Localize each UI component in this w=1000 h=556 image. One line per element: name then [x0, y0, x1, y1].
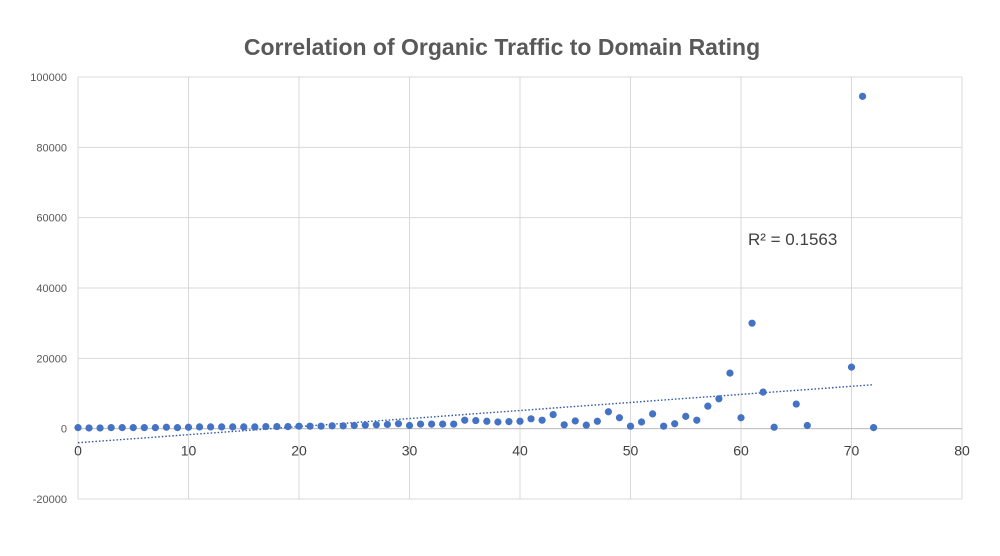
data-point [383, 420, 391, 429]
data-point [273, 422, 281, 431]
data-point [571, 417, 579, 425]
y-tick-label: 60000 [36, 213, 67, 225]
data-point [184, 423, 193, 431]
data-point [527, 415, 535, 423]
x-tick-label: 20 [291, 443, 307, 459]
data-point [450, 420, 458, 428]
data-point [85, 424, 93, 432]
data-point [847, 363, 856, 371]
x-tick-label: 80 [954, 443, 970, 459]
data-point [439, 420, 447, 428]
y-tick-label: 20000 [36, 353, 67, 365]
data-point [229, 423, 237, 431]
data-point [207, 423, 215, 431]
y-tick-label: 80000 [36, 142, 67, 154]
x-tick-label: 0 [74, 443, 82, 459]
data-point [218, 423, 226, 431]
data-point [704, 402, 712, 410]
x-tick-label: 10 [181, 443, 197, 459]
y-tick-label: 0 [61, 424, 67, 436]
data-point [339, 422, 347, 430]
data-point [538, 416, 546, 424]
data-point [549, 411, 557, 419]
data-point [582, 421, 590, 429]
data-point [483, 417, 491, 425]
data-point [792, 400, 800, 408]
data-point [560, 421, 568, 429]
data-point [803, 421, 811, 430]
data-point [649, 410, 657, 418]
y-tick-label: 40000 [36, 283, 67, 295]
data-point [361, 421, 369, 429]
x-tick-label: 70 [844, 443, 860, 459]
data-point [151, 424, 159, 432]
data-point [195, 423, 204, 431]
data-point [505, 418, 513, 426]
data-point [140, 424, 148, 432]
data-point [96, 424, 104, 432]
data-point [74, 424, 82, 432]
data-point [593, 417, 601, 425]
data-point [129, 424, 137, 432]
data-point [240, 423, 248, 431]
data-point [328, 422, 336, 430]
data-point [615, 414, 624, 422]
gridlines [77, 76, 963, 500]
data-point [317, 422, 325, 430]
data-point [394, 420, 403, 428]
data-point [858, 92, 867, 100]
data-point [715, 395, 723, 403]
x-tick-label: 60 [733, 443, 749, 459]
data-point [162, 423, 170, 431]
data-point [306, 422, 314, 430]
data-point [693, 416, 701, 424]
data-points [74, 92, 878, 432]
chart-title: Correlation of Organic Traffic to Domain… [244, 34, 760, 60]
r-squared-annotation: R² = 0.1563 [748, 230, 837, 249]
x-tick-label: 30 [402, 443, 418, 459]
y-tick-label: 100000 [30, 72, 67, 84]
data-point [516, 417, 524, 425]
data-point [494, 418, 502, 426]
data-point [461, 416, 469, 424]
data-point [251, 423, 259, 431]
data-point [107, 424, 115, 432]
data-point [759, 388, 767, 396]
data-point [372, 421, 380, 429]
data-point [350, 421, 358, 430]
data-point [604, 408, 613, 416]
data-point [737, 414, 745, 422]
trendline-group [77, 384, 874, 444]
data-point [118, 424, 126, 432]
y-tick-label: -20000 [33, 494, 67, 506]
data-point [416, 420, 425, 428]
data-point [262, 422, 270, 431]
trendline [77, 384, 874, 444]
x-tick-label: 50 [623, 443, 639, 459]
data-point [682, 412, 690, 420]
y-axis-tick-labels: -20000 0 20000 40000 60000 80000 100000 [30, 72, 67, 506]
data-point [660, 422, 668, 430]
data-point [637, 418, 646, 426]
data-point [748, 319, 756, 327]
data-point [428, 420, 436, 428]
data-point [770, 423, 778, 431]
data-point [626, 422, 635, 430]
x-axis-tick-labels: 0 10 20 30 40 50 60 70 80 [74, 443, 970, 459]
data-point [726, 369, 734, 377]
data-point [870, 424, 878, 432]
data-point [405, 421, 414, 430]
data-point [173, 424, 182, 432]
x-tick-label: 40 [512, 443, 528, 459]
data-point [472, 416, 480, 425]
data-point [295, 422, 303, 430]
data-point [284, 422, 292, 431]
data-point [671, 420, 679, 428]
